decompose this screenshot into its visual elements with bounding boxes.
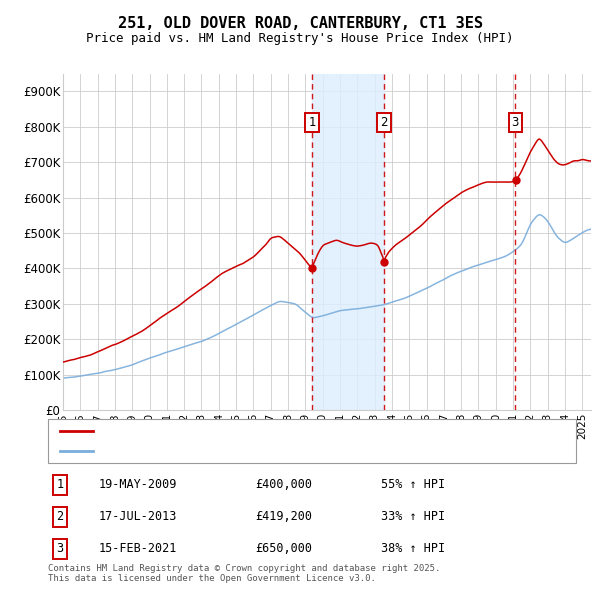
Text: 3: 3 [56,542,64,555]
Text: Contains HM Land Registry data © Crown copyright and database right 2025.
This d: Contains HM Land Registry data © Crown c… [48,563,440,583]
Text: 17-JUL-2013: 17-JUL-2013 [99,510,178,523]
Text: 33% ↑ HPI: 33% ↑ HPI [381,510,445,523]
Text: 2: 2 [56,510,64,523]
Text: 55% ↑ HPI: 55% ↑ HPI [381,478,445,491]
Text: £650,000: £650,000 [255,542,312,555]
Text: 38% ↑ HPI: 38% ↑ HPI [381,542,445,555]
Text: 1: 1 [308,116,316,129]
Text: 15-FEB-2021: 15-FEB-2021 [99,542,178,555]
Text: HPI: Average price, detached house, Canterbury: HPI: Average price, detached house, Cant… [99,446,386,456]
Text: 1: 1 [56,478,64,491]
Text: 251, OLD DOVER ROAD, CANTERBURY, CT1 3ES: 251, OLD DOVER ROAD, CANTERBURY, CT1 3ES [118,16,482,31]
Bar [312,74,384,410]
Text: £400,000: £400,000 [255,478,312,491]
Text: 251, OLD DOVER ROAD, CANTERBURY, CT1 3ES (detached house): 251, OLD DOVER ROAD, CANTERBURY, CT1 3ES… [99,426,455,436]
Text: 3: 3 [511,116,519,129]
Text: £419,200: £419,200 [255,510,312,523]
Text: 2: 2 [380,116,388,129]
Text: Price paid vs. HM Land Registry's House Price Index (HPI): Price paid vs. HM Land Registry's House … [86,32,514,45]
Text: 19-MAY-2009: 19-MAY-2009 [99,478,178,491]
